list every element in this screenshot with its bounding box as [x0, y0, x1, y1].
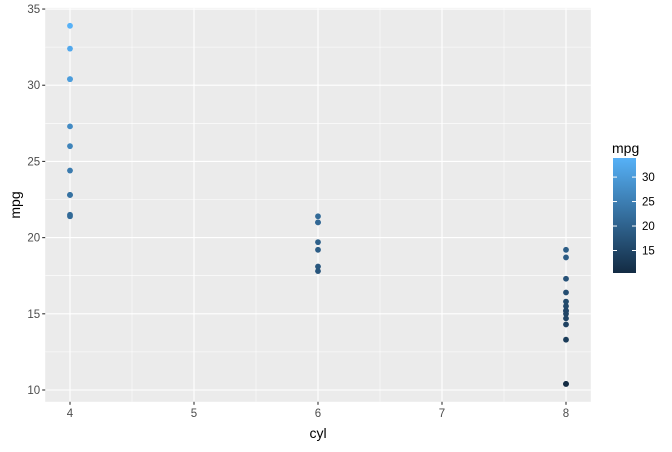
x-tick-label: 4: [67, 408, 74, 420]
data-point: [563, 254, 569, 261]
data-point: [67, 192, 73, 198]
data-point: [563, 275, 569, 282]
data-point: [315, 246, 321, 253]
x-tick-label: 5: [191, 408, 197, 420]
y-axis-label: mpg: [7, 191, 23, 218]
y-tick-label: 35: [27, 4, 40, 16]
x-tick-label: 8: [563, 408, 569, 420]
data-point: [67, 143, 73, 150]
y-tick-label: 10: [27, 385, 40, 397]
data-point: [315, 219, 321, 226]
data-point: [563, 380, 569, 387]
x-axis-label: cyl: [309, 425, 326, 441]
colorbar-tick-label: 20: [642, 221, 655, 233]
data-point: [67, 76, 73, 83]
colorbar: [613, 158, 636, 273]
data-point: [563, 321, 569, 328]
data-point: [563, 310, 569, 317]
data-point: [67, 213, 73, 220]
data-point: [315, 263, 321, 270]
data-point: [315, 268, 321, 275]
data-point: [67, 45, 73, 52]
data-point: [67, 167, 73, 174]
data-point: [563, 298, 569, 305]
colorbar-tick-label: 30: [642, 172, 655, 184]
y-tick-label: 15: [27, 309, 40, 321]
data-point: [563, 303, 569, 310]
data-point: [315, 239, 321, 246]
data-point: [563, 336, 569, 343]
data-point: [67, 22, 73, 29]
data-point: [563, 315, 569, 322]
x-tick-label: 7: [439, 408, 445, 420]
y-tick-label: 30: [27, 80, 40, 92]
data-point: [563, 289, 569, 296]
colorbar-tick-label: 15: [642, 245, 655, 257]
data-point: [67, 123, 73, 130]
y-tick-label: 25: [27, 156, 40, 168]
data-point: [563, 246, 569, 253]
colorbar-tick-label: 25: [642, 197, 655, 209]
legend-title: mpg: [612, 140, 639, 156]
x-tick-label: 6: [315, 408, 321, 420]
y-tick-label: 20: [27, 233, 40, 245]
data-point: [315, 213, 321, 220]
